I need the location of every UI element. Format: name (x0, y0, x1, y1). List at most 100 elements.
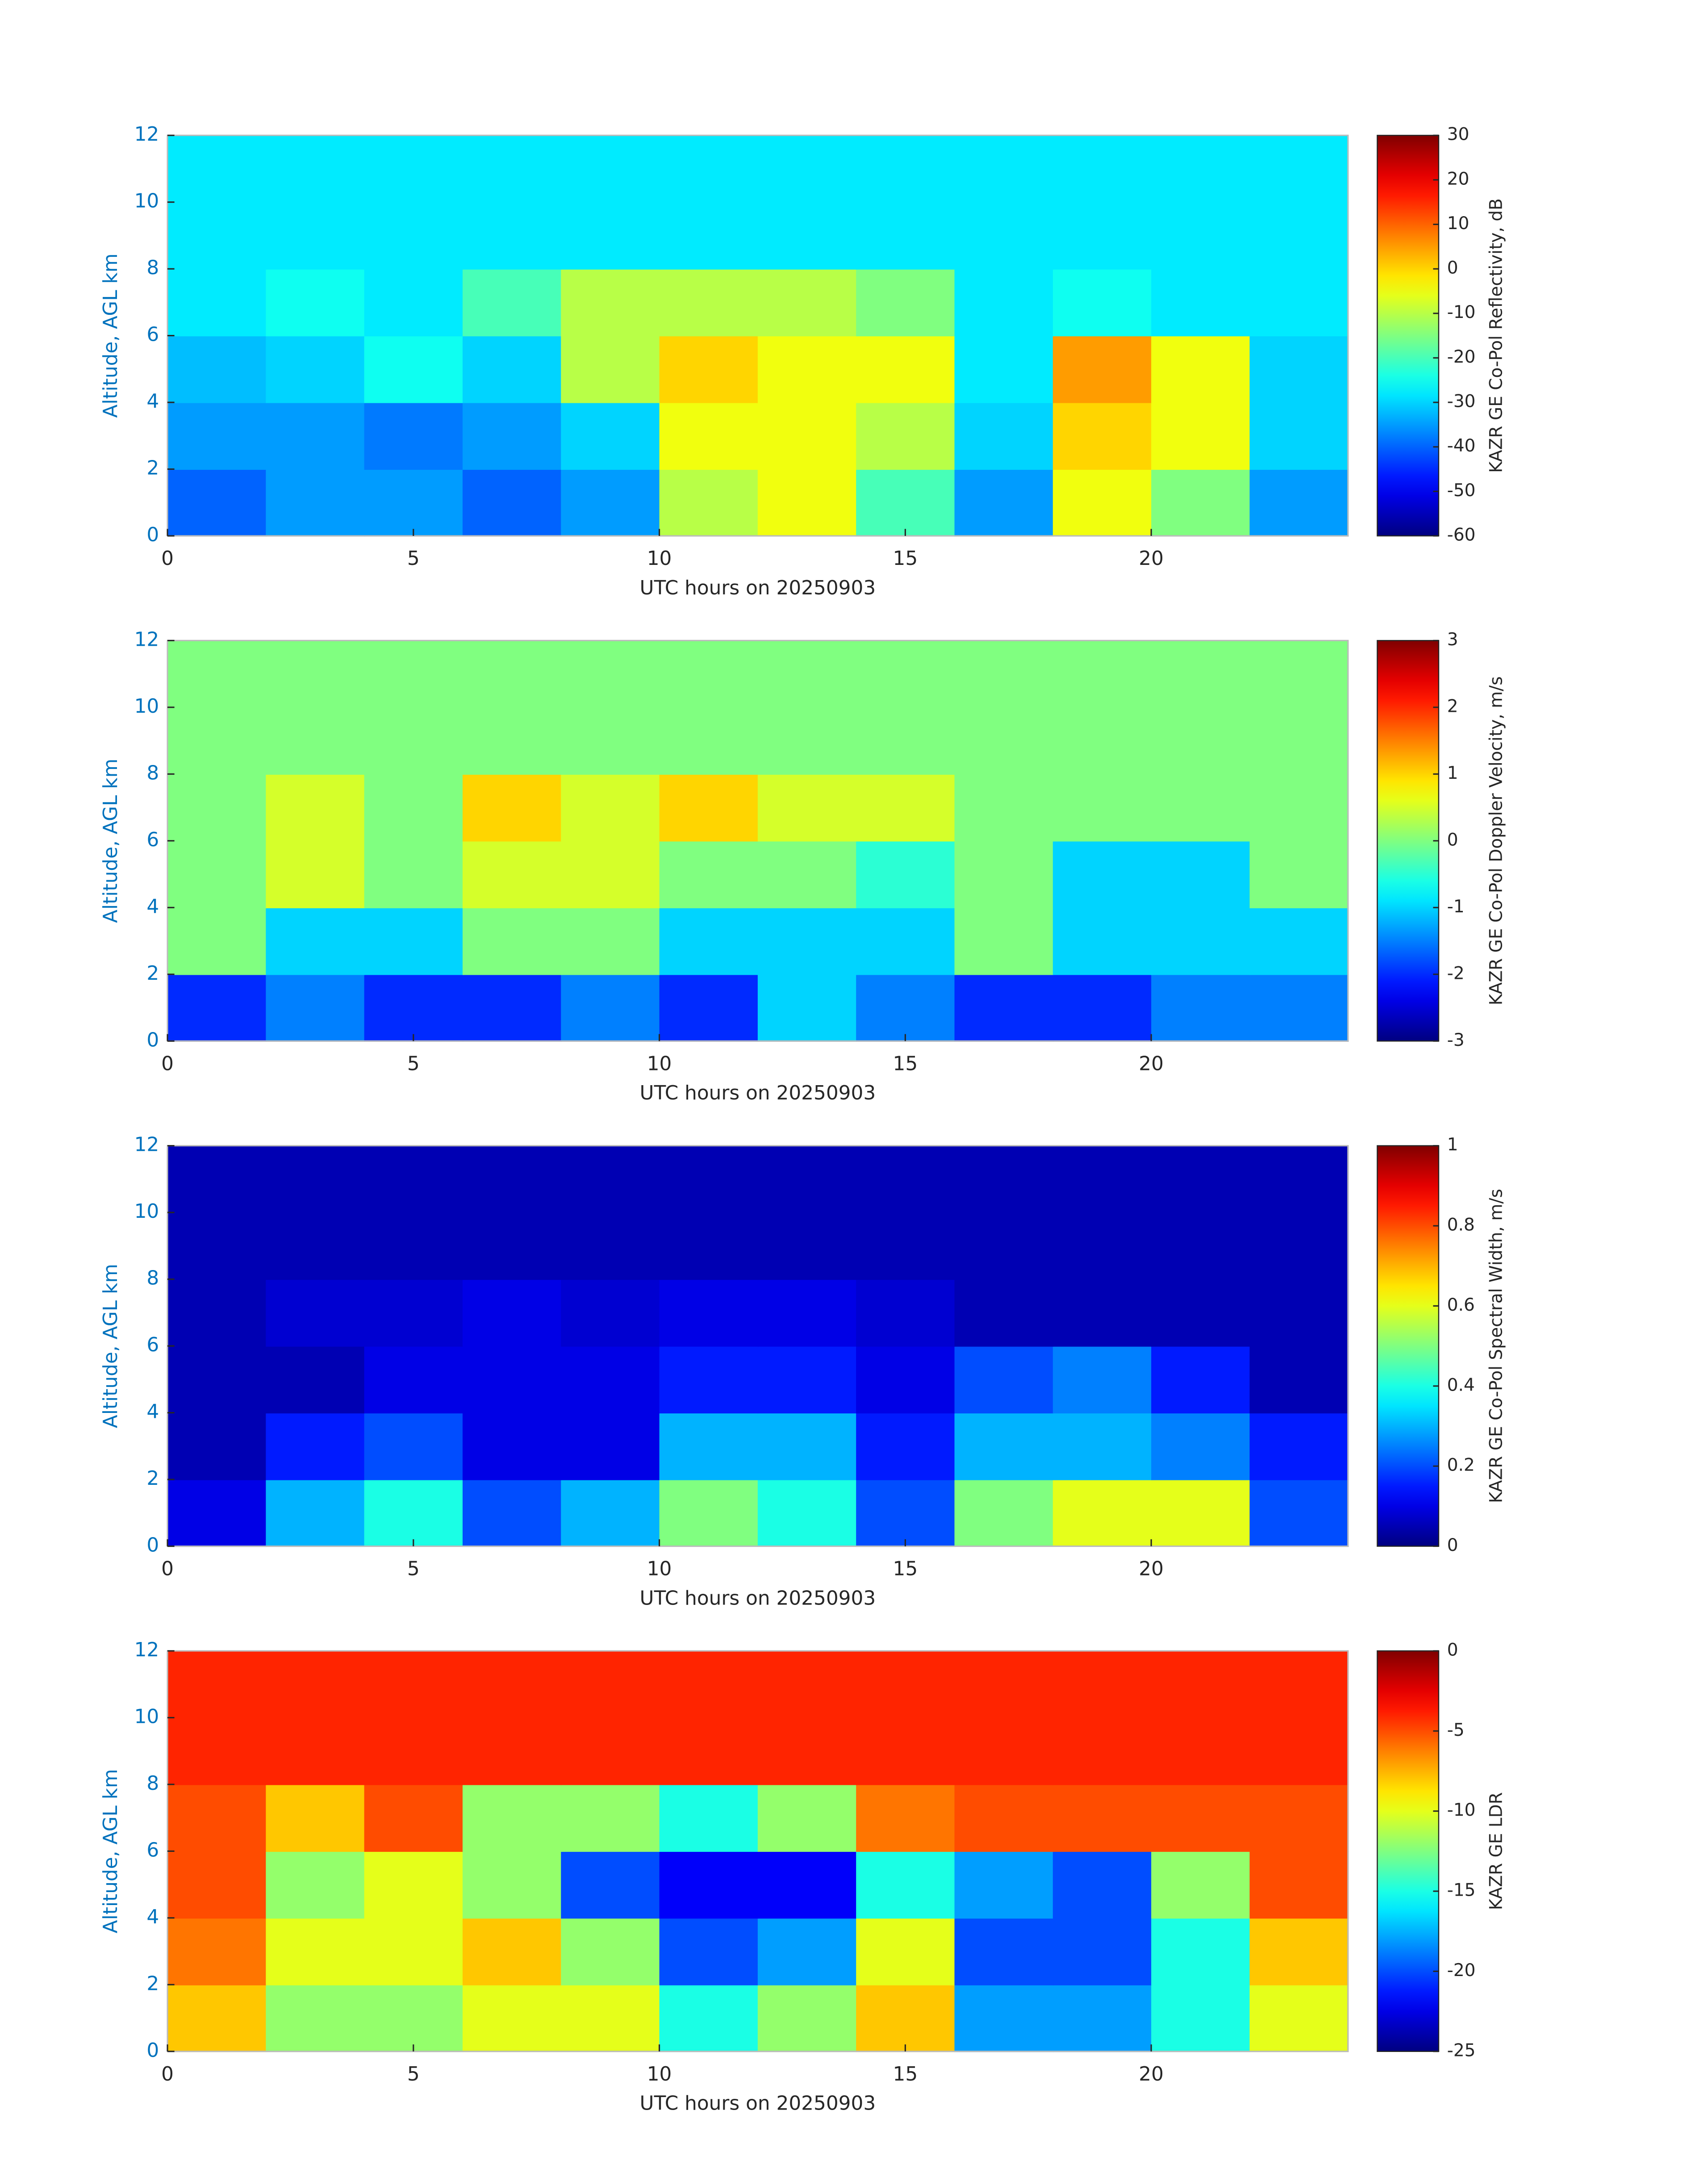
heatmap-cell (1249, 469, 1349, 537)
heatmap-cell (167, 1717, 267, 1785)
heatmap-cell (561, 1279, 660, 1347)
colorbar-label: KAZR GE Co-Pol Reflectivity, dB (1487, 198, 1507, 473)
heatmap-cell (364, 135, 464, 203)
heatmap-cell (266, 774, 365, 842)
y-tick-label: 12 (134, 1133, 159, 1156)
heatmap-cell (659, 1412, 759, 1480)
x-tick-label: 10 (647, 1052, 672, 1075)
x-tick-label: 0 (161, 1052, 174, 1075)
y-tick-label: 0 (146, 1534, 159, 1556)
heatmap-cell (856, 707, 956, 775)
heatmap-cell (659, 335, 759, 403)
y-tick-label: 2 (146, 962, 159, 985)
heatmap-cell (364, 1851, 464, 1919)
heatmap-cell (1052, 1651, 1152, 1718)
heatmap-cell (1249, 640, 1349, 708)
heatmap-cell (954, 1851, 1054, 1919)
heatmap-cell (856, 1717, 956, 1785)
heatmap-cell (757, 1851, 857, 1919)
heatmap-cell (1151, 469, 1250, 537)
heatmap-cell (462, 1717, 562, 1785)
heatmap-cell (167, 840, 267, 908)
y-axis-label: Altitude, AGL km (99, 1264, 122, 1428)
heatmap-cell (364, 974, 464, 1042)
heatmap-cell (659, 469, 759, 537)
heatmap-cell (1151, 774, 1250, 842)
colorbar-tick-label: 1 (1447, 1135, 1458, 1155)
colorbar-label: KAZR GE Co-Pol Spectral Width, m/s (1487, 1189, 1507, 1503)
heatmap-cell (659, 1651, 759, 1718)
y-tick-label: 0 (146, 523, 159, 546)
heatmap-cell (462, 1985, 562, 2052)
heatmap-cell (954, 1145, 1054, 1213)
heatmap-cell (659, 840, 759, 908)
heatmap-cell (757, 774, 857, 842)
x-tick-label: 10 (647, 547, 672, 570)
heatmap-cell (561, 1479, 660, 1547)
heatmap-cell (462, 269, 562, 337)
heatmap-cell (757, 907, 857, 975)
heatmap-cell (167, 1784, 267, 1852)
heatmap-cell (856, 1479, 956, 1547)
heatmap-cell (1151, 1985, 1250, 2052)
heatmap-cell (1249, 1479, 1349, 1547)
heatmap-cell (364, 640, 464, 708)
heatmap-cell (1249, 1784, 1349, 1852)
heatmap-cell (757, 469, 857, 537)
heatmap-cell (1151, 640, 1250, 708)
heatmap-cell (659, 269, 759, 337)
heatmap-cell (266, 135, 365, 203)
heatmap-cell (659, 135, 759, 203)
y-axis-label: Altitude, AGL km (99, 759, 122, 923)
heatmap-cell (757, 1145, 857, 1213)
heatmap-cell (266, 1851, 365, 1919)
heatmap-cell (1249, 1851, 1349, 1919)
heatmap-cell (364, 469, 464, 537)
heatmap-cell (364, 1651, 464, 1718)
heatmap-cell (954, 402, 1054, 470)
heatmap-cell (757, 1651, 857, 1718)
y-tick-label: 6 (146, 828, 159, 851)
heatmap-cell (462, 1479, 562, 1547)
heatmap-cell (1249, 1212, 1349, 1280)
heatmap-cell (1249, 1145, 1349, 1213)
heatmap-cell (561, 1851, 660, 1919)
heatmap-cell (561, 135, 660, 203)
heatmap-cell (266, 1279, 365, 1347)
heatmap-cell (462, 1145, 562, 1213)
y-tick-label: 10 (134, 1200, 159, 1223)
heatmap-cell (364, 1212, 464, 1280)
heatmap-cell (462, 907, 562, 975)
colorbar-tick-label: -10 (1447, 302, 1476, 322)
heatmap-cell (1052, 1412, 1152, 1480)
heatmap-cell (462, 974, 562, 1042)
heatmap-cell (757, 135, 857, 203)
heatmap-cell (856, 135, 956, 203)
heatmap-cell (954, 1212, 1054, 1280)
heatmap-cell (1052, 1479, 1152, 1547)
heatmap-cell (1151, 840, 1250, 908)
heatmap-cell (757, 974, 857, 1042)
heatmap-cell (364, 335, 464, 403)
heatmap-cell (462, 774, 562, 842)
heatmap-cell (561, 202, 660, 270)
heatmap-cell (856, 640, 956, 708)
heatmap-cell (1151, 707, 1250, 775)
heatmap-cell (364, 1412, 464, 1480)
colorbar-tick-label: -10 (1447, 1800, 1476, 1820)
heatmap-cell (167, 707, 267, 775)
x-tick-label: 20 (1139, 2063, 1164, 2085)
heatmap-cell (856, 1212, 956, 1280)
heatmap-cell (167, 1651, 267, 1718)
heatmap-cell (266, 1985, 365, 2052)
heatmap-cell (1249, 1985, 1349, 2052)
heatmap-cell (1052, 707, 1152, 775)
heatmap-cell (1052, 840, 1152, 908)
heatmap-cell (856, 335, 956, 403)
heatmap-cell (364, 1784, 464, 1852)
heatmap-cell (659, 974, 759, 1042)
heatmap-cell (1052, 1346, 1152, 1414)
heatmap-cell (856, 974, 956, 1042)
colorbar-tick-label: -1 (1447, 897, 1465, 917)
heatmap-cell (1151, 1717, 1250, 1785)
